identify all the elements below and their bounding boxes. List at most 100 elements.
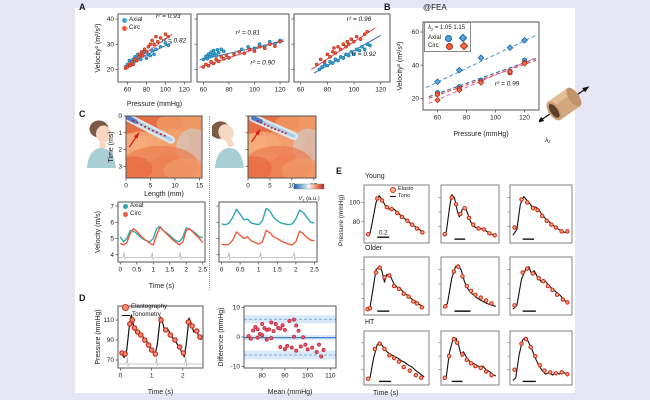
elastography-marker-icon: [122, 303, 129, 311]
svg-text:30: 30: [107, 41, 115, 48]
legend-item-tonometry: Tonometry: [122, 311, 167, 319]
svg-text:80: 80: [324, 87, 332, 94]
legend-item-circ: Circ: [122, 24, 142, 32]
panel-e-ylabel: Pressure (mmHg): [338, 194, 345, 246]
svg-text:90: 90: [281, 373, 289, 380]
column-separator: [209, 116, 210, 290]
svg-text:1.5: 1.5: [273, 267, 282, 274]
svg-text:60: 60: [200, 87, 208, 94]
svg-text:0: 0: [220, 267, 224, 274]
svg-text:r² = 0.96: r² = 0.96: [347, 16, 372, 23]
svg-text:10: 10: [233, 305, 241, 312]
circ-circle-icon: [445, 42, 453, 50]
lambda-row: λz = 1.05 1.15: [428, 25, 466, 33]
svg-text:100: 100: [490, 115, 501, 122]
svg-text:Velocity² (m²/s²): Velocity² (m²/s²): [95, 24, 102, 73]
svg-text:60: 60: [412, 29, 420, 36]
svg-text:5: 5: [149, 183, 153, 190]
colorbar: Vz (a.u.): [292, 178, 326, 204]
plot-e-older-1: [350, 254, 432, 318]
row-label-ht: HT: [365, 319, 375, 326]
plot-a1-velocity-vs-pressure: 60 80 100 120 20 30 40 Pressure (mmHg) Velocity²…: [93, 6, 195, 108]
plot-velocity-time-neutral: 0 0.5 1 1.5 2 2.5 4 5 6 7 Time (s) Velocity (m/s): [93, 194, 209, 290]
legend-panel-d: Elastography Tonometry: [122, 303, 167, 319]
svg-text:120: 120: [519, 115, 530, 122]
svg-text:80: 80: [225, 87, 233, 94]
svg-text:1: 1: [151, 267, 155, 274]
legend-item-elastography: Elastography: [122, 303, 167, 311]
head-side-icon: [87, 120, 116, 168]
svg-text:Pressure (mmHg): Pressure (mmHg): [453, 131, 508, 138]
svg-text:10: 10: [171, 183, 179, 190]
svg-text:70: 70: [107, 357, 115, 364]
plot-velocity-time-tilted: 0 0.5 1 1.5 2 2.5: [213, 194, 321, 290]
svg-text:2: 2: [181, 373, 185, 380]
plot-a2-velocity-vs-pressure: 60 80 100 120 r² = 0.81 r² = 0.90: [193, 6, 293, 108]
svg-text:r² = 0.81: r² = 0.81: [236, 29, 261, 36]
svg-text:λz: λz: [544, 137, 551, 144]
panel-label-e: E: [336, 166, 343, 176]
svg-text:Velocity² (m²/s²): Velocity² (m²/s²): [397, 42, 404, 91]
svg-text:4: 4: [110, 252, 114, 259]
svg-text:0.2: 0.2: [379, 230, 388, 237]
svg-text:120: 120: [179, 87, 190, 94]
svg-text:40: 40: [107, 16, 115, 23]
svg-text:5: 5: [110, 236, 114, 243]
panel-label-a: A: [79, 2, 86, 12]
svg-text:15: 15: [196, 183, 204, 190]
plot-b-fea: 60 80 100 120 20 40 60 Pressure (mmHg) Velocity²…: [395, 12, 545, 138]
svg-text:0: 0: [246, 183, 250, 190]
panel-label-c: C: [79, 109, 86, 119]
svg-text:7: 7: [110, 203, 114, 210]
svg-text:0: 0: [124, 183, 128, 190]
legend-item-axial: Axial: [122, 16, 142, 24]
plot-e-older-2: [436, 254, 502, 318]
svg-text:0: 0: [118, 113, 122, 120]
svg-text:Time (s): Time (s): [149, 283, 174, 290]
panel-label-d: D: [79, 293, 86, 303]
legend-panel-e: Elasto Tono: [390, 186, 414, 200]
svg-text:Pressure (mmHg): Pressure (mmHg): [127, 101, 182, 108]
circ-marker-icon: [123, 211, 128, 217]
svg-text:0: 0: [236, 334, 240, 341]
tonometry-line-icon: [122, 314, 130, 316]
svg-text:r² = 0.82: r² = 0.82: [162, 38, 187, 45]
legend-item-elasto: Elasto: [390, 186, 414, 193]
svg-text:80: 80: [143, 87, 151, 94]
svg-text:Velocity (m/s): Velocity (m/s): [95, 211, 102, 253]
svg-text:100: 100: [160, 87, 171, 94]
svg-text:1: 1: [118, 130, 122, 137]
svg-text:Mean (mmHg): Mean (mmHg): [268, 389, 313, 396]
plot-pressure-time: 0 1 2 70 90 110 Time (s) Pressure (mmHg): [93, 298, 207, 396]
plot-e-ht-1: [350, 328, 432, 388]
plot-e-young-1: 80 100 0.2: [350, 182, 432, 246]
svg-text:110: 110: [104, 317, 115, 324]
legend-item-circ-fea: Circ: [428, 41, 468, 51]
plot-e-older-3: [505, 254, 575, 318]
svg-text:1: 1: [150, 373, 154, 380]
svg-text:1: 1: [257, 267, 261, 274]
svg-text:100: 100: [249, 87, 260, 94]
svg-text:60: 60: [124, 87, 132, 94]
svg-text:100: 100: [350, 200, 360, 207]
svg-text:0.5: 0.5: [132, 267, 141, 274]
legend-panel-b: λz = 1.05 1.15 Axial Circ: [424, 22, 471, 53]
plot-e-young-2: [436, 182, 502, 246]
svg-text:120: 120: [375, 87, 386, 94]
panel-label-b: B: [384, 2, 391, 12]
svg-text:110: 110: [325, 373, 336, 380]
svg-text:-10: -10: [231, 364, 241, 371]
svg-text:0: 0: [119, 373, 123, 380]
svg-text:1.5: 1.5: [165, 267, 174, 274]
svg-text:Difference (mmHg): Difference (mmHg): [218, 308, 225, 367]
axial-circle-icon: [445, 34, 453, 42]
svg-text:80: 80: [353, 219, 361, 226]
legend-item-axial-c: Axial: [123, 202, 143, 210]
svg-text:r² = 0.90: r² = 0.90: [250, 59, 275, 66]
svg-text:Pressure (mmHg): Pressure (mmHg): [95, 309, 102, 364]
svg-text:r² = 0.92: r² = 0.92: [352, 51, 377, 58]
tono-line-icon: [390, 196, 396, 197]
plot-a3-velocity-vs-pressure: 60 80 100 120 r² = 0.96 r² = 0.92: [290, 6, 394, 108]
